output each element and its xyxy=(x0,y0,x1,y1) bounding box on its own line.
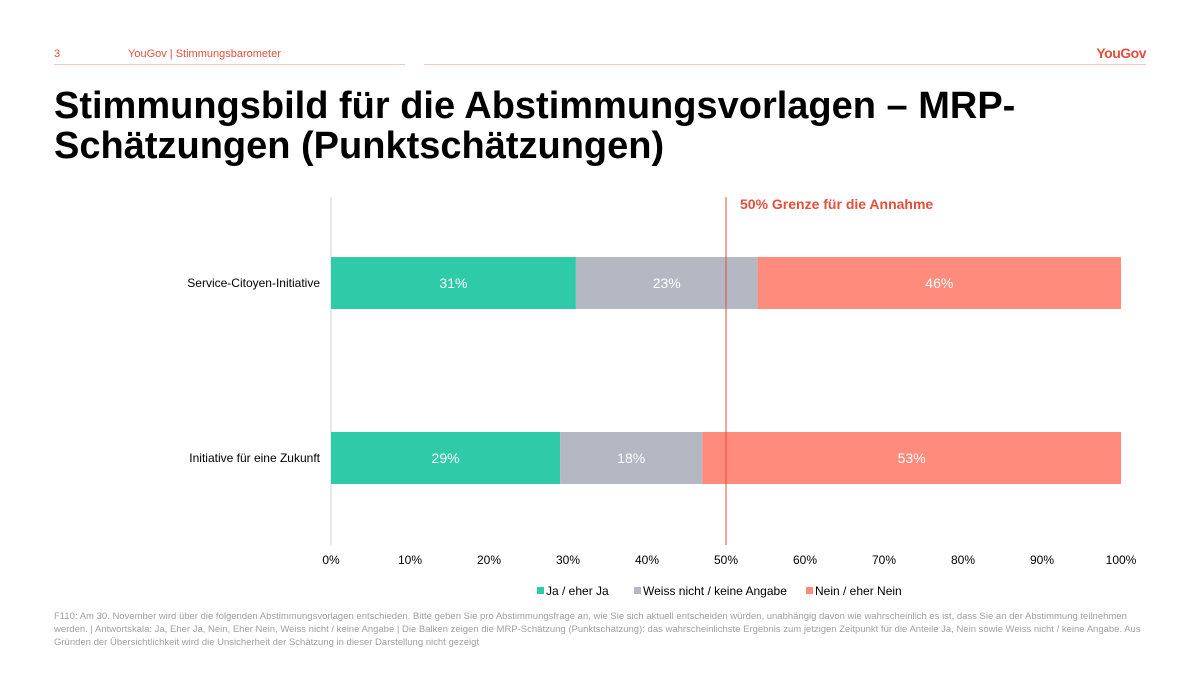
header-divider-left xyxy=(54,64,405,65)
x-tick-label: 30% xyxy=(556,553,580,567)
x-tick-label: 80% xyxy=(951,553,975,567)
legend-swatch xyxy=(634,587,641,594)
header-divider-right xyxy=(424,64,1146,65)
legend-label: Weiss nicht / keine Angabe xyxy=(643,584,787,598)
footnote: F110: Am 30. November wird über die folg… xyxy=(54,611,1141,648)
bar-segment xyxy=(575,257,758,309)
x-tick-label: 90% xyxy=(1030,553,1054,567)
bar-segment xyxy=(757,257,1121,309)
category-label: Initiative für eine Zukunft xyxy=(189,451,320,465)
x-tick-label: 100% xyxy=(1106,553,1137,567)
data-label: 23% xyxy=(653,275,681,291)
x-tick-label: 10% xyxy=(398,553,422,567)
page-title: Stimmungsbild für die Abstimmungsvorlage… xyxy=(54,85,1016,167)
x-tick-label: 40% xyxy=(635,553,659,567)
bar-segment xyxy=(331,257,576,309)
x-tick-label: 70% xyxy=(872,553,896,567)
data-label: 29% xyxy=(432,450,460,466)
bar-segment xyxy=(702,432,1121,484)
x-tick-label: 60% xyxy=(793,553,817,567)
yougov-logo: YouGov xyxy=(1096,45,1146,61)
reference-line-label: 50% Grenze für die Annahme xyxy=(740,196,933,212)
x-tick-label: 20% xyxy=(477,553,501,567)
data-label: 18% xyxy=(617,450,645,466)
legend-swatch xyxy=(537,587,544,594)
section-label: YouGov | Stimmungsbarometer xyxy=(128,48,281,60)
category-label: Service-Citoyen-Initiative xyxy=(187,276,320,290)
data-label: 53% xyxy=(898,450,926,466)
legend-swatch xyxy=(806,587,813,594)
data-label: 31% xyxy=(439,275,467,291)
x-tick-label: 50% xyxy=(714,553,738,567)
bar-segment xyxy=(331,432,561,484)
legend-label: Nein / eher Nein xyxy=(815,584,902,598)
page-number: 3 xyxy=(54,48,61,60)
legend-label: Ja / eher Ja xyxy=(546,584,609,598)
bar-segment xyxy=(560,432,703,484)
x-tick-label: 0% xyxy=(322,553,340,567)
data-label: 46% xyxy=(925,275,953,291)
